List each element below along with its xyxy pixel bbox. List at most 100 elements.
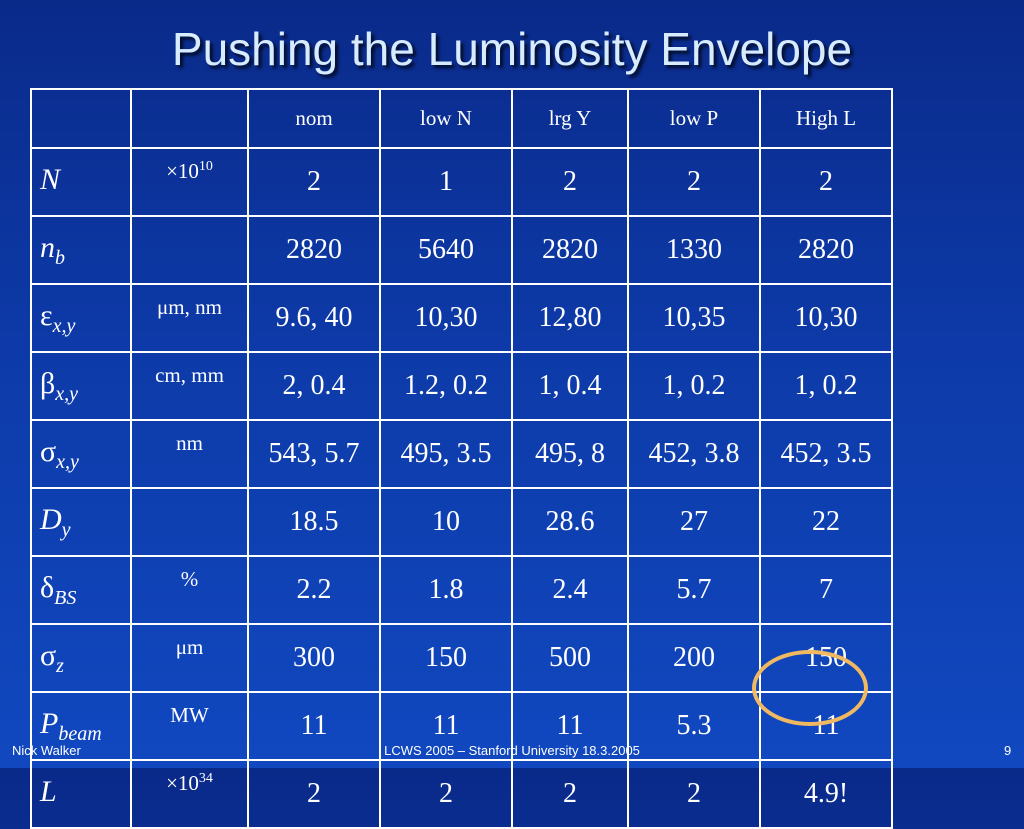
symbol-main: D: [40, 502, 62, 536]
table-cell: 11: [511, 691, 629, 761]
table-cell: 2: [247, 147, 381, 217]
slide-title: Pushing the Luminosity Envelope: [171, 23, 853, 75]
column-header: lrg Y: [511, 88, 629, 149]
symbol-main: ε: [40, 298, 53, 332]
header-cell-empty: [130, 88, 249, 149]
table-header-row: nom low N lrg Y low P High L: [30, 88, 893, 149]
table-cell: 7: [759, 555, 893, 625]
table-cell: 150: [379, 623, 513, 693]
symbol-subscript: x,y: [52, 314, 76, 337]
table-row: εx,y μm, nm 9.6, 40 10,30 12,80 10,35 10,30: [30, 283, 893, 353]
unit-text: %: [180, 567, 199, 591]
table-cell: 4.9!: [759, 759, 893, 829]
table-cell: 1, 0.2: [627, 351, 761, 421]
parameter-symbol: βx,y: [30, 351, 132, 421]
parameter-symbol: εx,y: [30, 283, 132, 353]
table-cell: 1.2, 0.2: [379, 351, 513, 421]
unit-text: ×10: [166, 159, 199, 183]
table-cell: 10,35: [627, 283, 761, 353]
parameter-unit: ×1034: [130, 759, 249, 829]
table-cell: 452, 3.5: [759, 419, 893, 489]
table-cell: 12,80: [511, 283, 629, 353]
symbol-main: σ: [40, 638, 57, 672]
symbol-subscript: BS: [54, 586, 77, 609]
symbol-main: σ: [40, 434, 57, 468]
table-cell: 2.2: [247, 555, 381, 625]
table-cell: 452, 3.8: [627, 419, 761, 489]
table-cell: 28.6: [511, 487, 629, 557]
table-cell: 10: [379, 487, 513, 557]
parameter-unit: [130, 487, 249, 557]
highlight-circle: [752, 650, 868, 726]
table-cell: 543, 5.7: [247, 419, 381, 489]
parameter-symbol: L: [30, 759, 132, 829]
parameter-unit: [130, 215, 249, 285]
table-cell: 2: [759, 147, 893, 217]
table-row: N ×1010 2 1 2 2 2: [30, 147, 893, 217]
table-row: δBS% 2.2 1.8 2.4 5.7 7: [30, 555, 893, 625]
table-cell: 22: [759, 487, 893, 557]
column-header: low N: [379, 88, 513, 149]
table-cell: 2, 0.4: [247, 351, 381, 421]
symbol-main: N: [40, 162, 61, 196]
table-cell: 2: [627, 759, 761, 829]
table-row: Dy 18.5 10 28.6 27 22: [30, 487, 893, 557]
parameter-symbol: Pbeam: [30, 691, 132, 761]
symbol-main: L: [40, 774, 57, 808]
parameter-unit: cm, mm: [130, 351, 249, 421]
table-cell: 10,30: [759, 283, 893, 353]
unit-text: MW: [170, 703, 209, 727]
parameter-symbol: σz: [30, 623, 132, 693]
table-row: nb 2820 5640 2820 1330 2820: [30, 215, 893, 285]
parameter-symbol: nb: [30, 215, 132, 285]
column-header: low P: [627, 88, 761, 149]
table-cell: 495, 3.5: [379, 419, 513, 489]
table-cell: 5.3: [627, 691, 761, 761]
unit-text: μm, nm: [157, 295, 222, 319]
unit-text: nm: [176, 431, 203, 455]
parameter-table: nom low N lrg Y low P High L N ×1010 2 1 2 2 2…: [30, 88, 893, 829]
unit-text: cm, mm: [155, 363, 224, 387]
parameter-unit: ×1010: [130, 147, 249, 217]
parameter-symbol: σx,y: [30, 419, 132, 489]
table-cell: 1, 0.4: [511, 351, 629, 421]
table-cell: 27: [627, 487, 761, 557]
unit-exponent: 34: [198, 771, 213, 786]
table-cell: 495, 8: [511, 419, 629, 489]
footer-event: LCWS 2005 – Stanford University 18.3.200…: [384, 743, 640, 758]
parameter-unit: %: [130, 555, 249, 625]
table-cell: 2: [379, 759, 513, 829]
parameter-unit: μm: [130, 623, 249, 693]
column-header: nom: [247, 88, 381, 149]
column-header: High L: [759, 88, 893, 149]
table-cell: 2: [247, 759, 381, 829]
table-cell: 2820: [247, 215, 381, 285]
table-cell: 1330: [627, 215, 761, 285]
header-cell-empty: [30, 88, 132, 149]
symbol-main: β: [40, 366, 56, 400]
footer-author: Nick Walker: [12, 743, 81, 758]
symbol-subscript: x,y: [56, 450, 79, 473]
table-cell: 2820: [511, 215, 629, 285]
unit-exponent: 10: [198, 159, 213, 174]
table-cell: 10,30: [379, 283, 513, 353]
table-cell: 2: [627, 147, 761, 217]
table-row: σx,y nm 543, 5.7 495, 3.5 495, 8 452, 3.8 452,…: [30, 419, 893, 489]
parameter-unit: MW: [130, 691, 249, 761]
table-cell: 11: [247, 691, 381, 761]
table-cell: 5640: [379, 215, 513, 285]
symbol-subscript: beam: [58, 722, 102, 745]
symbol-main: P: [40, 706, 59, 740]
table-cell: 2.4: [511, 555, 629, 625]
table-cell: 2820: [759, 215, 893, 285]
parameter-unit: nm: [130, 419, 249, 489]
table-cell: 300: [247, 623, 381, 693]
parameter-unit: μm, nm: [130, 283, 249, 353]
table-cell: 2: [511, 147, 629, 217]
unit-text: ×10: [166, 771, 199, 795]
unit-text: μm: [175, 635, 204, 659]
symbol-main: δ: [40, 570, 55, 604]
symbol-subscript: z: [56, 654, 64, 677]
table-row: βx,y cm, mm 2, 0.4 1.2, 0.2 1, 0.4 1, 0.2 1, 0…: [30, 351, 893, 421]
parameter-symbol: δBS: [30, 555, 132, 625]
